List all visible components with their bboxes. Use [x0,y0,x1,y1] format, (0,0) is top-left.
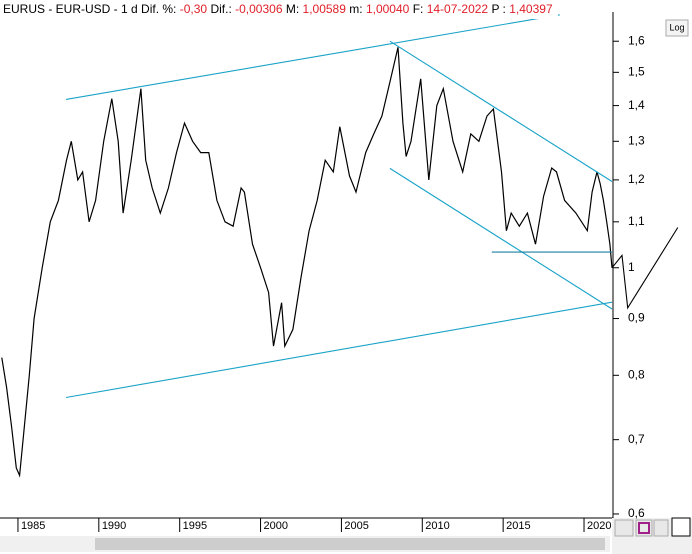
pin-button[interactable] [653,519,669,537]
y-tick-label: 1,5 [628,64,645,78]
x-tick-label: 2005 [344,520,368,532]
y-tick-label: 1,2 [628,172,645,186]
field-value: -0,30 [180,2,208,16]
trend-line [65,14,560,100]
plot-area [1,14,679,478]
save-icon [638,522,650,534]
x-tick-label: 1985 [21,520,45,532]
field-value: 1,00589 [303,2,347,16]
x-tick-label: 2010 [425,520,449,532]
y-tick-label: 0,8 [628,367,645,381]
toolbar-button[interactable] [671,517,691,537]
field-value: 14-07-2022 [427,2,489,16]
x-tick-label: 2000 [264,520,288,532]
field-label: F: [413,2,424,16]
log-button-label[interactable]: Log [669,22,684,32]
field-label: M: [286,2,299,16]
field-value: 1,40397 [509,2,553,16]
y-tick-label: 1,1 [628,214,645,228]
header-background [0,1,558,19]
scroll-thumb[interactable] [95,538,605,550]
log-button[interactable] [665,19,689,37]
y-tick-label: 1,3 [628,133,645,147]
x-tick-label: 2015 [506,520,530,532]
trend-line [611,227,679,310]
trend-line [389,40,613,182]
symbol: EURUS - EUR-USD - [3,2,118,16]
y-tick-label: 1,6 [628,33,645,47]
y-tick-label: 1 [628,260,635,274]
field-label: Dif.: [210,2,231,16]
y-tick-label: 0,7 [628,432,645,446]
field-value: -0,00306 [235,2,283,16]
field-value: 1,00040 [366,2,410,16]
toolbar-button[interactable] [614,519,634,537]
y-tick-label: 0,6 [628,506,645,520]
x-tick-label: 2020 [587,520,611,532]
header: EURUS - EUR-USD - 1 d Dif. %: -0,30 Dif.… [3,2,553,16]
trend-line [389,167,613,310]
y-tick-label: 1,4 [628,98,645,112]
x-tick-label: 1995 [183,520,207,532]
field-label: m: [349,2,362,16]
y-tick-label: 0,9 [628,311,645,325]
field-label: P : [491,2,505,16]
trend-line [65,301,613,399]
period: 1 d [121,2,138,16]
price-line [1,47,613,478]
field-label: Dif. %: [141,2,176,16]
x-tick-label: 1990 [102,520,126,532]
